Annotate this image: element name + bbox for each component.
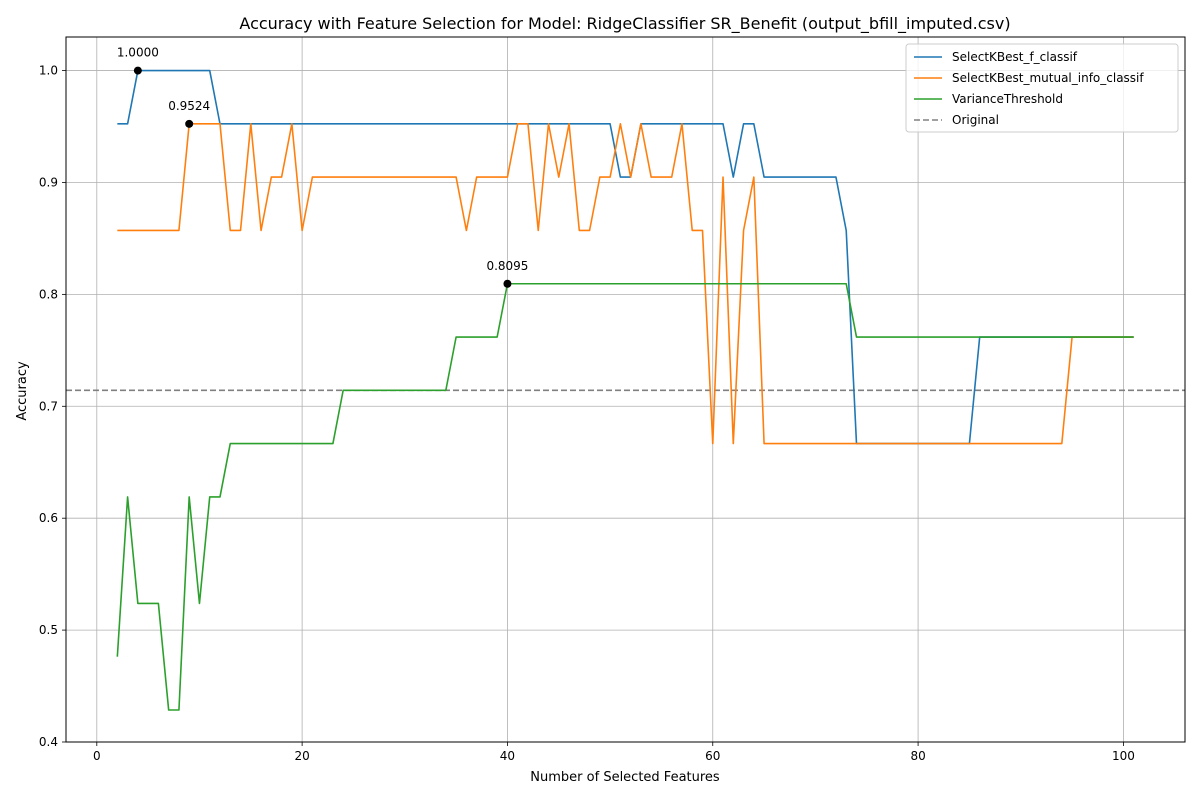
y-tick-label: 0.5 xyxy=(39,623,58,637)
y-tick-label: 0.4 xyxy=(39,735,58,749)
best-point-marker xyxy=(133,66,142,75)
best-point-label: 0.8095 xyxy=(486,259,528,273)
x-tick-label: 80 xyxy=(910,749,925,763)
legend-label: SelectKBest_f_classif xyxy=(952,50,1078,64)
annotations: 1.0000 0.9524 0.8095 xyxy=(117,46,528,288)
y-tick-label: 0.6 xyxy=(39,511,58,525)
best-point-label: 1.0000 xyxy=(117,46,159,60)
chart-title: Accuracy with Feature Selection for Mode… xyxy=(239,14,1010,34)
x-tick-label: 60 xyxy=(705,749,720,763)
legend-label: VarianceThreshold xyxy=(952,92,1063,106)
best-point-label: 0.9524 xyxy=(168,99,210,113)
legend-label: Original xyxy=(952,113,999,127)
x-tick-label: 40 xyxy=(500,749,515,763)
y-axis-label: Accuracy xyxy=(15,361,30,421)
axis-ticks: 0 20 40 60 80 100 0.4 0.5 0.6 0.7 0.8 0.9 1.0 xyxy=(39,64,1135,763)
x-axis-label: Number of Selected Features xyxy=(530,770,720,785)
x-tick-label: 100 xyxy=(1112,749,1135,763)
series-line-selectkbest-f-classif xyxy=(117,69,1134,445)
legend-box xyxy=(905,43,1179,133)
series-line-selectkbest-mutual-info-classif xyxy=(117,123,1134,445)
x-tick-label: 0 xyxy=(93,749,101,763)
best-point-marker xyxy=(503,279,512,288)
x-tick-label: 20 xyxy=(294,749,309,763)
series-lines xyxy=(116,69,1134,711)
best-point-marker xyxy=(185,119,194,128)
plot-frame xyxy=(65,36,1186,743)
legend-label: SelectKBest_mutual_info_classif xyxy=(952,71,1144,85)
legend: SelectKBest_f_classif SelectKBest_mutual_… xyxy=(905,43,1179,133)
y-tick-label: 0.9 xyxy=(39,175,58,189)
y-tick-label: 0.7 xyxy=(39,399,58,413)
y-tick-label: 1.0 xyxy=(39,64,58,78)
series-line-variancethreshold xyxy=(116,282,1134,711)
y-tick-label: 0.8 xyxy=(39,287,58,301)
